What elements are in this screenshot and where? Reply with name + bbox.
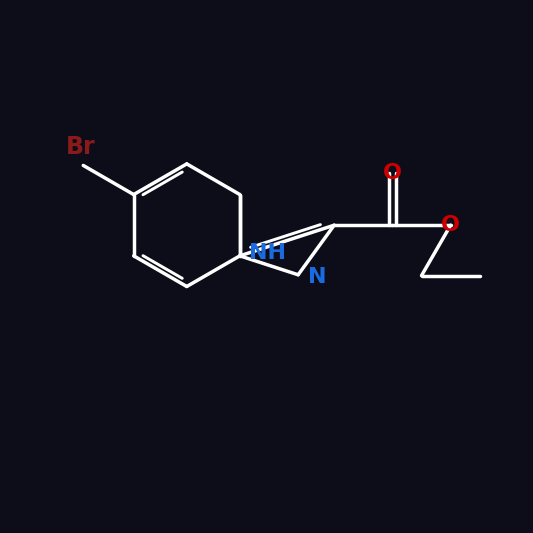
Text: N: N [308, 268, 326, 287]
Text: O: O [441, 215, 460, 235]
Text: Br: Br [66, 135, 95, 159]
Text: NH: NH [249, 243, 286, 263]
Text: O: O [383, 163, 402, 183]
